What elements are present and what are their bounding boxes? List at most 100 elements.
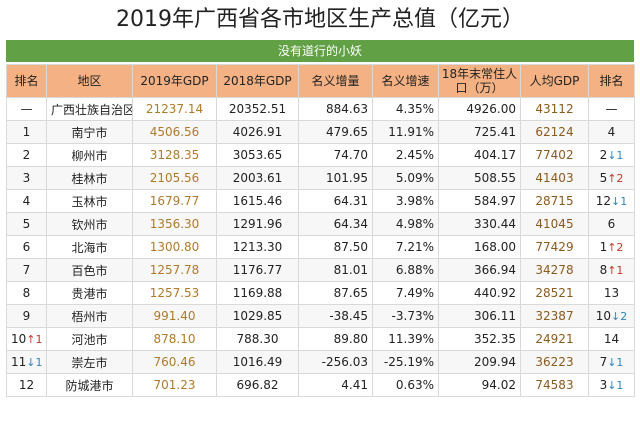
increase-cell: 64.31 [298,189,373,213]
gdp-2018-cell-value: 1029.85 [232,309,283,323]
region-cell: 梧州市 [46,304,133,328]
gdp-2018-cell: 696.82 [216,373,299,397]
rank-cell: 5 [6,212,47,236]
growth-cell: 2.45% [372,143,439,167]
region-cell-value: 广西壮族自治区 [51,102,133,117]
table-row: 8 贵港市 1257.53 1169.88 87.65 7.49% 440.92 28521 1… [6,281,635,305]
rank-cell-value: 6 [22,240,31,254]
growth-cell-value: 4.98% [395,217,434,231]
table-row: 9 梧州市 991.40 1029.85 -38.45 -3.73% 306.11 32387… [6,304,635,328]
gdp-2018-cell-value: 4026.91 [232,125,283,139]
gdp-2019-cell: 1257.53 [132,281,217,305]
table-row: 6 北海市 1300.80 1213.30 87.50 7.21% 168.00 77429 1… [6,235,635,259]
per-capita-cell: 62124 [520,120,589,144]
region-cell-value: 柳州市 [71,148,108,163]
per-capita-cell-value: 41045 [535,217,574,231]
gdp-2018-cell: 2003.61 [216,166,299,190]
increase-cell: 479.65 [298,120,373,144]
gdp-2019-cell: 1356.30 [132,212,217,236]
population-cell-value: 306.11 [474,309,516,323]
col-header-gdp-2018: 2018年GDP [216,64,299,98]
per-capita-cell-value: 43112 [535,102,574,116]
gdp-2019-cell: 701.23 [132,373,217,397]
growth-cell: 7.49% [372,281,439,305]
rank-cell-value: — [20,102,33,116]
page-title: 2019年广西省各市地区生产总值（亿元） [0,0,640,40]
pc-rank-cell: 8↑1 [588,258,635,282]
region-cell-value: 玉林市 [71,194,108,209]
rank-down-indicator: ↓2 [611,310,628,323]
per-capita-cell-value: 36223 [535,355,574,369]
col-header-growth: 名义增速 [372,64,439,98]
rank-cell: 4 [6,189,47,213]
gdp-2019-cell-value: 3128.35 [149,148,200,162]
per-capita-cell: 28715 [520,189,589,213]
population-cell-value: 366.94 [474,263,516,277]
population-cell-value: 209.94 [474,355,516,369]
population-cell: 306.11 [438,304,521,328]
region-cell: 防城港市 [46,373,133,397]
region-cell-value: 贵港市 [71,286,108,301]
region-cell: 广西壮族自治区 [46,97,133,121]
increase-cell: 81.01 [298,258,373,282]
region-cell: 贵港市 [46,281,133,305]
growth-cell: 4.35% [372,97,439,121]
growth-cell: -3.73% [372,304,439,328]
population-cell-value: 508.55 [474,171,516,185]
increase-cell-value: 74.70 [333,148,368,162]
population-cell: 94.02 [438,373,521,397]
population-cell: 366.94 [438,258,521,282]
gdp-2019-cell: 1257.78 [132,258,217,282]
rank-down-indicator: ↓1 [611,195,628,208]
population-cell: 440.92 [438,281,521,305]
gdp-2018-cell: 1169.88 [216,281,299,305]
region-cell-value: 钦州市 [71,217,108,232]
increase-cell: 74.70 [298,143,373,167]
pc-rank-cell: 1↑2 [588,235,635,259]
gdp-2019-cell: 760.46 [132,350,217,374]
region-cell: 柳州市 [46,143,133,167]
rank-cell-value: 10 [11,332,27,346]
rank-cell: 1 [6,120,47,144]
gdp-2019-cell: 1679.77 [132,189,217,213]
population-cell-value: 725.41 [474,125,516,139]
rank-cell-value: 5 [22,217,31,231]
population-cell: 352.35 [438,327,521,351]
pc-rank-cell: 4 [588,120,635,144]
gdp-2018-cell: 788.30 [216,327,299,351]
population-cell-value: 4926.00 [466,102,516,116]
per-capita-cell-value: 62124 [535,125,574,139]
per-capita-cell: 34278 [520,258,589,282]
gdp-2019-cell: 21237.14 [132,97,217,121]
rank-cell: 9 [6,304,47,328]
rank-cell: 11↓1 [6,350,47,374]
pc-rank-cell-value: 14 [603,332,620,346]
table-row: — 广西壮族自治区 21237.14 20352.51 884.63 4.35% 4926.… [6,97,635,121]
population-cell: 725.41 [438,120,521,144]
pc-rank-cell-value: 13 [603,286,620,300]
growth-cell: 11.91% [372,120,439,144]
population-cell-value: 352.35 [474,332,516,346]
growth-cell: 4.98% [372,212,439,236]
per-capita-cell: 74583 [520,373,589,397]
gdp-2018-cell-value: 1213.30 [232,240,283,254]
gdp-2018-cell-value: 1016.49 [232,355,283,369]
growth-cell-value: 0.63% [395,378,434,392]
rank-cell-value: 8 [22,286,31,300]
table-row: 3 桂林市 2105.56 2003.61 101.95 5.09% 508.55 41403… [6,166,635,190]
col-header-gdp-2019: 2019年GDP [132,64,217,98]
pc-rank-cell: 12↓1 [588,189,635,213]
pc-rank-cell-value: 10 [595,309,612,323]
pc-rank-cell-value: 2 [599,148,608,162]
rank-down-indicator: ↓1 [607,356,624,369]
region-cell-value: 防城港市 [65,378,114,393]
increase-cell: -38.45 [298,304,373,328]
gdp-2019-cell-value: 1257.78 [149,263,200,277]
gdp-2018-cell: 3053.65 [216,143,299,167]
rank-cell: 10↑1 [6,327,47,351]
population-cell-value: 404.17 [474,148,516,162]
gdp-2018-cell-value: 20352.51 [228,102,287,116]
rank-up-indicator: ↑1 [26,333,43,346]
per-capita-cell: 36223 [520,350,589,374]
growth-cell: 11.39% [372,327,439,351]
